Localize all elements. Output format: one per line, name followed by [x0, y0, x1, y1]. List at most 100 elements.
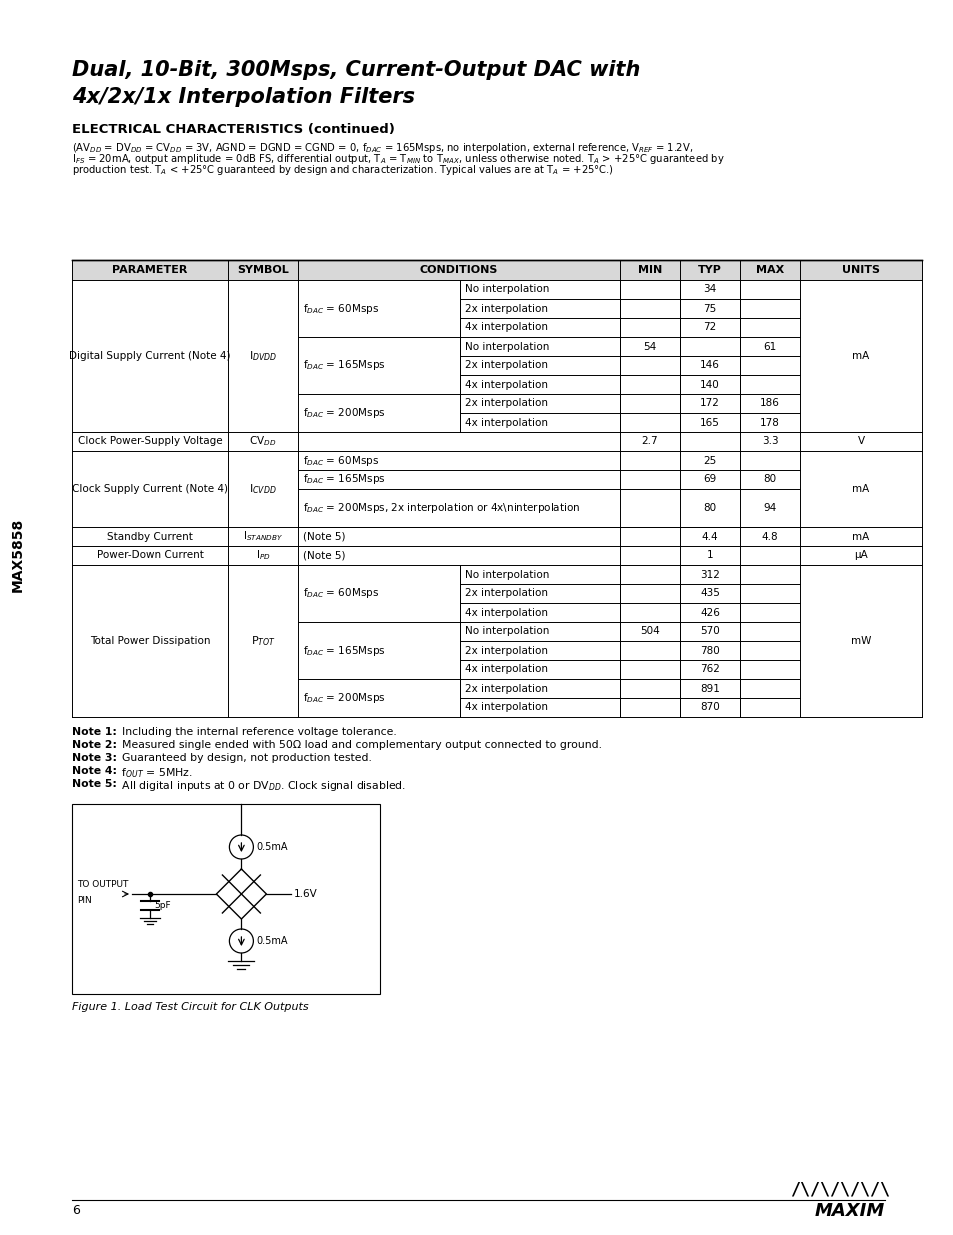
Text: 4x interpolation: 4x interpolation: [464, 608, 547, 618]
Text: 140: 140: [700, 379, 720, 389]
Text: 2x interpolation: 2x interpolation: [464, 304, 547, 314]
Text: 186: 186: [760, 399, 780, 409]
Text: Note 5:: Note 5:: [71, 779, 117, 789]
Text: 69: 69: [702, 474, 716, 484]
Text: Including the internal reference voltage tolerance.: Including the internal reference voltage…: [115, 727, 396, 737]
Text: CV$_{DD}$: CV$_{DD}$: [249, 435, 276, 448]
Text: 870: 870: [700, 703, 720, 713]
Text: Digital Supply Current (Note 4): Digital Supply Current (Note 4): [70, 351, 231, 361]
Text: 178: 178: [760, 417, 780, 427]
Text: 2x interpolation: 2x interpolation: [464, 646, 547, 656]
Text: Measured single ended with 50Ω load and complementary output connected to ground: Measured single ended with 50Ω load and …: [115, 740, 601, 750]
Text: 4.8: 4.8: [760, 531, 778, 541]
Text: I$_{DVDD}$: I$_{DVDD}$: [249, 350, 277, 363]
Text: 504: 504: [639, 626, 659, 636]
Text: 75: 75: [702, 304, 716, 314]
Text: 0.5mA: 0.5mA: [256, 936, 288, 946]
Text: 80: 80: [702, 503, 716, 513]
Text: 4x interpolation: 4x interpolation: [464, 664, 547, 674]
Text: SYMBOL: SYMBOL: [237, 266, 289, 275]
Text: Standby Current: Standby Current: [107, 531, 193, 541]
Text: 34: 34: [702, 284, 716, 294]
Text: MAXIM: MAXIM: [814, 1202, 884, 1220]
Text: I$_{FS}$ = 20mA, output amplitude = 0dB FS, differential output, T$_A$ = T$_{MIN: I$_{FS}$ = 20mA, output amplitude = 0dB …: [71, 152, 724, 165]
Text: TYP: TYP: [698, 266, 721, 275]
Text: ELECTRICAL CHARACTERISTICS (continued): ELECTRICAL CHARACTERISTICS (continued): [71, 124, 395, 136]
Text: 2x interpolation: 2x interpolation: [464, 361, 547, 370]
Text: production test. T$_A$ < +25°C guaranteed by design and characterization. Typica: production test. T$_A$ < +25°C guarantee…: [71, 163, 614, 177]
Text: (Note 5): (Note 5): [303, 531, 345, 541]
Bar: [71, 804, 379, 994]
Text: 2x interpolation: 2x interpolation: [464, 683, 547, 694]
Text: Guaranteed by design, not production tested.: Guaranteed by design, not production tes…: [115, 753, 372, 763]
Text: Total Power Dissipation: Total Power Dissipation: [90, 636, 210, 646]
Text: Note 3:: Note 3:: [71, 753, 117, 763]
Text: 146: 146: [700, 361, 720, 370]
Text: f$_{DAC}$ = 60Msps: f$_{DAC}$ = 60Msps: [303, 587, 378, 600]
Text: 4.4: 4.4: [701, 531, 718, 541]
Text: (Note 5): (Note 5): [303, 551, 345, 561]
Text: f$_{OUT}$ = 5MHz.: f$_{OUT}$ = 5MHz.: [115, 766, 193, 779]
Text: 891: 891: [700, 683, 720, 694]
Text: (AV$_{DD}$ = DV$_{DD}$ = CV$_{DD}$ = 3V, AGND = DGND = CGND = 0, f$_{DAC}$ = 165: (AV$_{DD}$ = DV$_{DD}$ = CV$_{DD}$ = 3V,…: [71, 141, 693, 156]
Text: 80: 80: [762, 474, 776, 484]
Text: Clock Power-Supply Voltage: Clock Power-Supply Voltage: [77, 436, 222, 447]
Text: f$_{DAC}$ = 165Msps: f$_{DAC}$ = 165Msps: [303, 358, 385, 373]
Text: f$_{DAC}$ = 165Msps: f$_{DAC}$ = 165Msps: [303, 643, 385, 657]
Text: 780: 780: [700, 646, 720, 656]
Text: /\/\/\/\/\: /\/\/\/\/\: [789, 1179, 889, 1198]
Text: 2x interpolation: 2x interpolation: [464, 589, 547, 599]
Text: 61: 61: [762, 342, 776, 352]
Text: 762: 762: [700, 664, 720, 674]
Text: No interpolation: No interpolation: [464, 284, 549, 294]
Text: CONDITIONS: CONDITIONS: [419, 266, 497, 275]
Text: 4x interpolation: 4x interpolation: [464, 322, 547, 332]
Text: Note 2:: Note 2:: [71, 740, 117, 750]
Text: f$_{DAC}$ = 200Msps, 2x interpolation or 4x\ninterpolation: f$_{DAC}$ = 200Msps, 2x interpolation or…: [303, 501, 579, 515]
Text: 72: 72: [702, 322, 716, 332]
Text: 172: 172: [700, 399, 720, 409]
Text: 25: 25: [702, 456, 716, 466]
Text: 435: 435: [700, 589, 720, 599]
Text: TO OUTPUT: TO OUTPUT: [77, 881, 129, 889]
Text: 94: 94: [762, 503, 776, 513]
Text: I$_{STANDBY}$: I$_{STANDBY}$: [243, 530, 283, 543]
Text: 0.5mA: 0.5mA: [256, 842, 288, 852]
Text: All digital inputs at 0 or DV$_{DD}$. Clock signal disabled.: All digital inputs at 0 or DV$_{DD}$. Cl…: [115, 779, 406, 793]
Text: PARAMETER: PARAMETER: [112, 266, 188, 275]
Text: UNITS: UNITS: [841, 266, 879, 275]
Text: 54: 54: [642, 342, 656, 352]
Text: Note 4:: Note 4:: [71, 766, 117, 776]
Bar: [71, 261, 921, 280]
Text: Figure 1. Load Test Circuit for CLK Outputs: Figure 1. Load Test Circuit for CLK Outp…: [71, 1002, 309, 1011]
Text: 570: 570: [700, 626, 720, 636]
Text: Dual, 10-Bit, 300Msps, Current-Output DAC with: Dual, 10-Bit, 300Msps, Current-Output DA…: [71, 61, 639, 80]
Text: PIN: PIN: [77, 897, 91, 905]
Text: Note 1:: Note 1:: [71, 727, 117, 737]
Text: f$_{DAC}$ = 200Msps: f$_{DAC}$ = 200Msps: [303, 692, 385, 705]
Text: P$_{TOT}$: P$_{TOT}$: [251, 634, 275, 648]
Text: mW: mW: [850, 636, 870, 646]
Text: f$_{DAC}$ = 60Msps: f$_{DAC}$ = 60Msps: [303, 301, 378, 315]
Text: 4x interpolation: 4x interpolation: [464, 417, 547, 427]
Text: I$_{CVDD}$: I$_{CVDD}$: [249, 482, 276, 496]
Text: 6: 6: [71, 1204, 80, 1216]
Text: f$_{DAC}$ = 165Msps: f$_{DAC}$ = 165Msps: [303, 473, 385, 487]
Text: Clock Supply Current (Note 4): Clock Supply Current (Note 4): [71, 484, 228, 494]
Text: 1: 1: [706, 551, 713, 561]
Text: No interpolation: No interpolation: [464, 626, 549, 636]
Text: mA: mA: [851, 484, 869, 494]
Text: 1.6V: 1.6V: [294, 889, 316, 899]
Text: f$_{DAC}$ = 60Msps: f$_{DAC}$ = 60Msps: [303, 453, 378, 468]
Text: f$_{DAC}$ = 200Msps: f$_{DAC}$ = 200Msps: [303, 406, 385, 420]
Text: 4x interpolation: 4x interpolation: [464, 703, 547, 713]
Text: 4x interpolation: 4x interpolation: [464, 379, 547, 389]
Text: 2.7: 2.7: [641, 436, 658, 447]
Text: No interpolation: No interpolation: [464, 342, 549, 352]
Text: MAX: MAX: [755, 266, 783, 275]
Text: Power-Down Current: Power-Down Current: [96, 551, 203, 561]
Text: 312: 312: [700, 569, 720, 579]
Text: 5pF: 5pF: [153, 902, 171, 910]
Text: μA: μA: [853, 551, 867, 561]
Text: 426: 426: [700, 608, 720, 618]
